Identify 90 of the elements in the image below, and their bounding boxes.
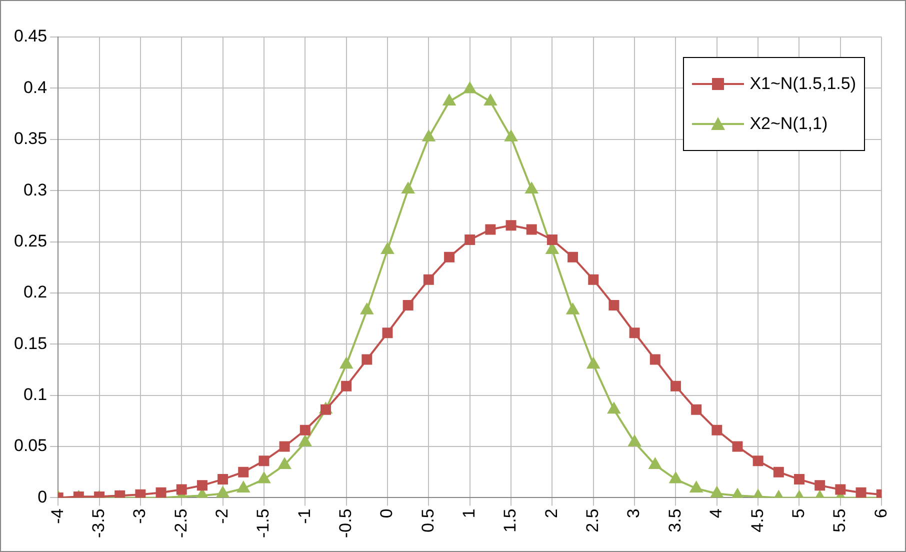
x-tick-label: 1.5 <box>500 508 520 532</box>
point <box>691 404 702 415</box>
x-tick-label: 3.5 <box>665 508 684 532</box>
point <box>464 234 476 245</box>
point <box>608 300 620 310</box>
point <box>341 380 352 392</box>
point <box>484 94 497 106</box>
point <box>340 358 353 369</box>
point <box>566 303 579 314</box>
point <box>422 130 435 142</box>
point <box>608 402 620 414</box>
point <box>423 274 434 285</box>
x-tick-label: -1 <box>294 508 314 524</box>
point <box>485 224 496 235</box>
point <box>504 130 518 142</box>
point <box>381 242 394 254</box>
point <box>732 441 743 452</box>
y-tick-label: 0.45 <box>14 26 48 46</box>
point <box>648 458 662 469</box>
x-tick-label: -0.5 <box>336 508 356 538</box>
point <box>506 220 516 231</box>
point <box>670 380 681 392</box>
x-tick-label: 6 <box>871 508 890 518</box>
point <box>237 481 250 492</box>
point <box>238 466 249 478</box>
y-tick-label: 0 <box>38 487 48 506</box>
point <box>629 328 640 338</box>
y-tick-label: 0.2 <box>23 282 48 302</box>
y-tick-label: 0.35 <box>14 129 48 148</box>
legend-label: X1~N(1.5,1.5) <box>750 74 856 94</box>
point <box>587 358 600 369</box>
point <box>402 300 414 310</box>
point <box>525 182 538 194</box>
point <box>382 328 393 338</box>
legend-label: X2~N(1,1) <box>750 114 828 134</box>
point <box>444 252 454 262</box>
point <box>279 441 290 452</box>
x-tick-label: 5 <box>788 508 808 518</box>
point <box>258 456 270 466</box>
point <box>650 354 660 365</box>
x-tick-label: 0 <box>377 508 396 518</box>
point <box>278 458 291 469</box>
point <box>362 354 372 365</box>
point <box>856 487 866 498</box>
point <box>360 303 374 314</box>
y-tick-label: 0.4 <box>23 78 48 97</box>
point <box>814 480 826 491</box>
point <box>670 472 682 484</box>
x-tick-label: -2 <box>212 508 232 524</box>
y-tick-label: 0.15 <box>14 334 48 353</box>
x-tick-label: -3 <box>130 508 150 524</box>
point <box>156 487 166 498</box>
y-tick-label: 0.1 <box>23 385 48 404</box>
x-tick-label: 4.5 <box>748 508 767 532</box>
x-tick-label: 2.5 <box>583 508 602 532</box>
y-tick-label: 0.3 <box>23 180 48 200</box>
x-tick-label: 3 <box>624 508 644 518</box>
point <box>568 252 578 262</box>
point <box>258 472 270 484</box>
x-tick-label: 2 <box>542 508 561 518</box>
x-tick-label: -2.5 <box>171 508 190 538</box>
x-tick-label: 4 <box>706 508 726 518</box>
point <box>216 486 229 498</box>
point <box>526 224 537 235</box>
point <box>690 481 703 492</box>
point <box>752 456 764 466</box>
point <box>835 484 846 495</box>
point <box>588 274 599 285</box>
point <box>546 234 558 245</box>
point <box>176 484 187 495</box>
point <box>443 94 456 106</box>
point <box>773 466 784 478</box>
point <box>218 474 228 485</box>
x-tick-label: 5.5 <box>830 508 850 532</box>
point <box>298 435 312 446</box>
point <box>196 480 208 491</box>
y-tick-label: 0.25 <box>14 231 48 250</box>
point <box>464 82 476 94</box>
x-tick-label: -4 <box>48 508 67 524</box>
point <box>300 424 310 436</box>
x-tick-label: 0.5 <box>418 508 438 532</box>
x-tick-label: -1.5 <box>254 508 273 538</box>
point <box>710 486 724 498</box>
x-tick-label: 1 <box>460 508 479 518</box>
point <box>628 435 641 446</box>
point <box>794 474 804 485</box>
point <box>402 182 414 194</box>
x-tick-label: -3.5 <box>88 508 108 538</box>
point <box>712 424 722 436</box>
y-tick-label: 0.05 <box>14 436 48 456</box>
